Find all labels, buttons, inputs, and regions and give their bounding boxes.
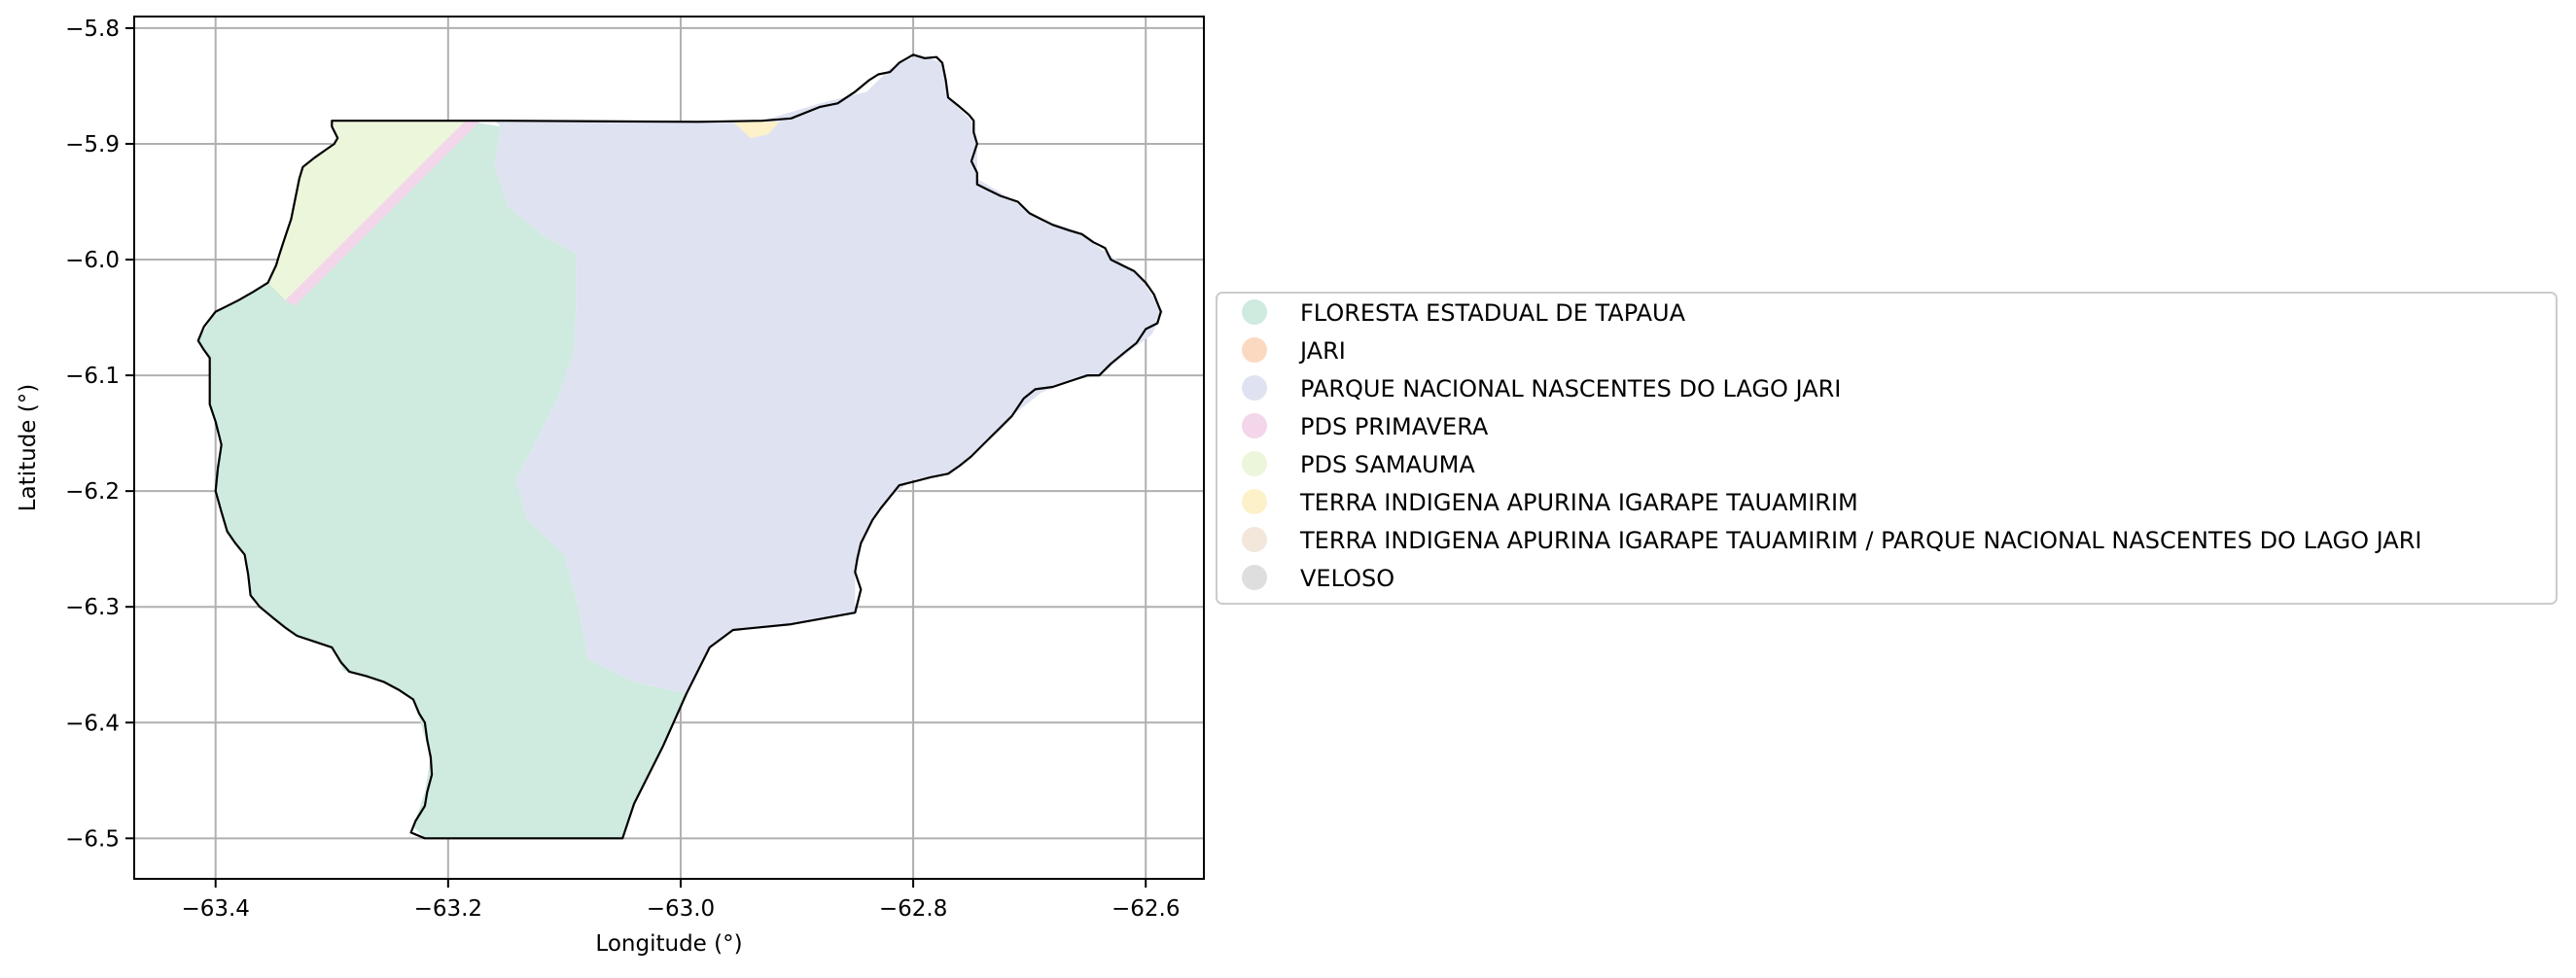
x-tick-label-4: −62.6 (1112, 896, 1180, 922)
x-tick-label-1: −63.2 (414, 896, 482, 922)
region-terra-indigena-apurina-igarape-tauamirim (732, 122, 780, 138)
region-floresta-estadual-de-tapaua (197, 121, 687, 839)
legend-marker-4 (1242, 451, 1267, 476)
legend-label-2: PARQUE NACIONAL NASCENTES DO LAGO JARI (1300, 375, 1841, 402)
legend-label-3: PDS PRIMAVERA (1300, 413, 1489, 440)
legend: FLORESTA ESTADUAL DE TAPAUA JARI PARQUE NA… (1216, 292, 2558, 605)
y-tick-label-4: −6.2 (65, 479, 120, 505)
legend-marker-3 (1242, 413, 1267, 438)
x-axis-title: Longitude (°) (595, 931, 742, 957)
x-tick-label-3: −62.8 (879, 896, 947, 922)
y-tick-label-0: −5.8 (65, 17, 120, 42)
legend-label-0: FLORESTA ESTADUAL DE TAPAUA (1300, 299, 1686, 327)
legend-marker-2 (1242, 375, 1267, 401)
legend-marker-6 (1242, 527, 1267, 552)
region-pds-samauma (267, 121, 466, 300)
municipality-boundary (196, 53, 1162, 840)
legend-label-5: TERRA INDIGENA APURINA IGARAPE TAUAMIRIM (1299, 489, 1858, 516)
legend-label-7: VELOSO (1300, 565, 1394, 592)
legend-label-4: PDS SAMAUMA (1300, 451, 1475, 478)
boundary-outline (196, 53, 1162, 840)
legend-marker-0 (1242, 299, 1267, 325)
legend-label-6: TERRA INDIGENA APURINA IGARAPE TAUAMIRIM… (1299, 527, 2421, 554)
y-axis-ticks: −5.8 −5.9 −6.0 −6.1 −6.2 −6.3 −6.4 −6.5 (65, 17, 134, 852)
x-tick-label-0: −63.4 (181, 896, 249, 922)
legend-label-1: JARI (1298, 337, 1346, 365)
y-tick-label-6: −6.4 (65, 711, 120, 736)
plot-area-frame (133, 16, 1205, 880)
legend-marker-1 (1242, 337, 1267, 363)
legend-marker-7 (1242, 565, 1267, 590)
region-pds-primavera (285, 121, 481, 306)
y-tick-label-7: −6.5 (65, 826, 120, 852)
region-polygons (197, 54, 1164, 839)
region-parque-nacional-nascentes-do-lago-jari (494, 54, 1164, 694)
legend-marker-5 (1242, 489, 1267, 514)
y-tick-label-5: −6.3 (65, 595, 120, 620)
y-tick-label-3: −6.1 (65, 364, 120, 389)
x-axis-ticks: −63.4 −63.2 −63.0 −62.8 −62.6 (181, 879, 1180, 922)
y-tick-label-2: −6.0 (65, 248, 120, 273)
legend-frame (1216, 292, 2558, 605)
y-axis-title: Latitude (°) (16, 384, 41, 511)
x-tick-label-2: −63.0 (647, 896, 715, 922)
y-tick-label-1: −5.9 (65, 132, 120, 157)
